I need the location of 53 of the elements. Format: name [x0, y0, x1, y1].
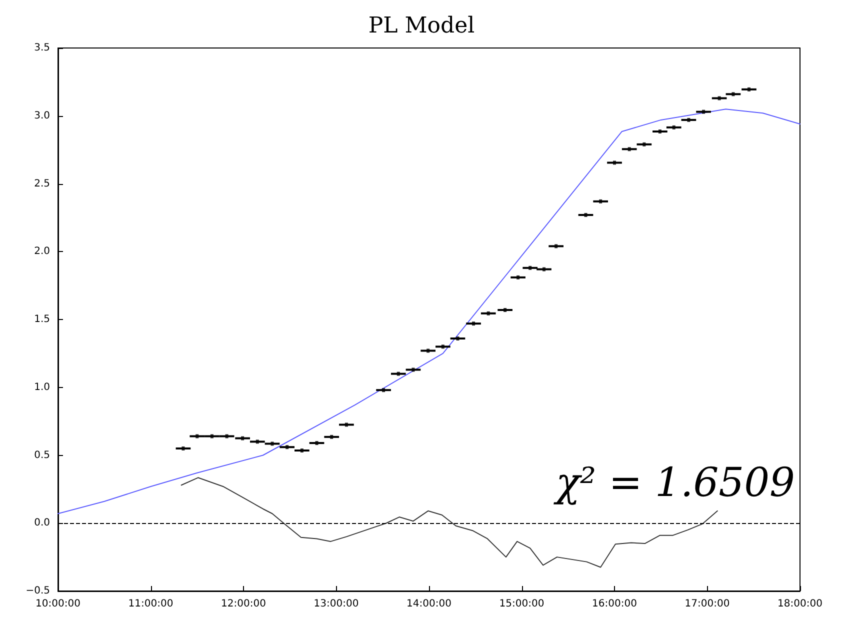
point	[382, 388, 386, 392]
x-tick-label: 18:00:00	[778, 598, 822, 610]
x-tick-label: 11:00:00	[128, 598, 174, 610]
point	[256, 440, 259, 444]
point	[672, 125, 676, 130]
x-tick-label: 14:00:00	[406, 598, 452, 610]
point	[426, 348, 430, 353]
point	[486, 311, 490, 316]
point	[628, 147, 631, 152]
point	[225, 434, 228, 438]
y-tick-label: −0.5	[26, 586, 50, 596]
point	[210, 434, 214, 438]
point	[196, 434, 199, 438]
point	[732, 92, 735, 96]
y-tick-label: 1.5	[34, 314, 50, 325]
y-tick-label: 0.0	[34, 518, 50, 529]
y-tick-label: 2.5	[34, 178, 50, 190]
point	[687, 118, 690, 122]
point	[330, 434, 334, 439]
point	[412, 368, 415, 372]
point	[472, 322, 476, 326]
line-series	[58, 108, 800, 514]
x-tick-label: 16:00:00	[592, 598, 637, 610]
y-tick-label: 3.5	[34, 42, 50, 54]
point	[642, 142, 646, 146]
x-tick-label: 12:00:00	[221, 598, 266, 610]
chart-title: PL Model	[368, 14, 475, 38]
point	[747, 87, 750, 92]
x-tick-label: 17:00:00	[684, 598, 730, 610]
y-tick-label: 0.5	[34, 450, 50, 461]
point	[599, 199, 602, 204]
point	[542, 267, 546, 272]
point	[702, 110, 706, 114]
point	[286, 445, 289, 450]
point	[456, 336, 460, 341]
point	[718, 96, 721, 100]
x-tick-label: 10:00:00	[36, 598, 80, 610]
point	[396, 372, 400, 376]
point	[528, 266, 532, 270]
point	[300, 448, 304, 452]
x-tick-label: 13:00:00	[314, 598, 359, 610]
point	[516, 275, 520, 280]
annotation: χ² = 1.6509	[552, 460, 796, 506]
point	[270, 442, 274, 446]
y-tick-label: 1.0	[34, 382, 50, 393]
point	[441, 344, 444, 349]
point	[344, 422, 348, 427]
x-tick-label: 15:00:00	[499, 598, 544, 610]
point	[554, 244, 558, 248]
point	[241, 436, 244, 440]
y-tick-label: 2.0	[34, 246, 50, 258]
y-tick-label: 3.0	[34, 110, 50, 122]
point	[613, 160, 616, 165]
